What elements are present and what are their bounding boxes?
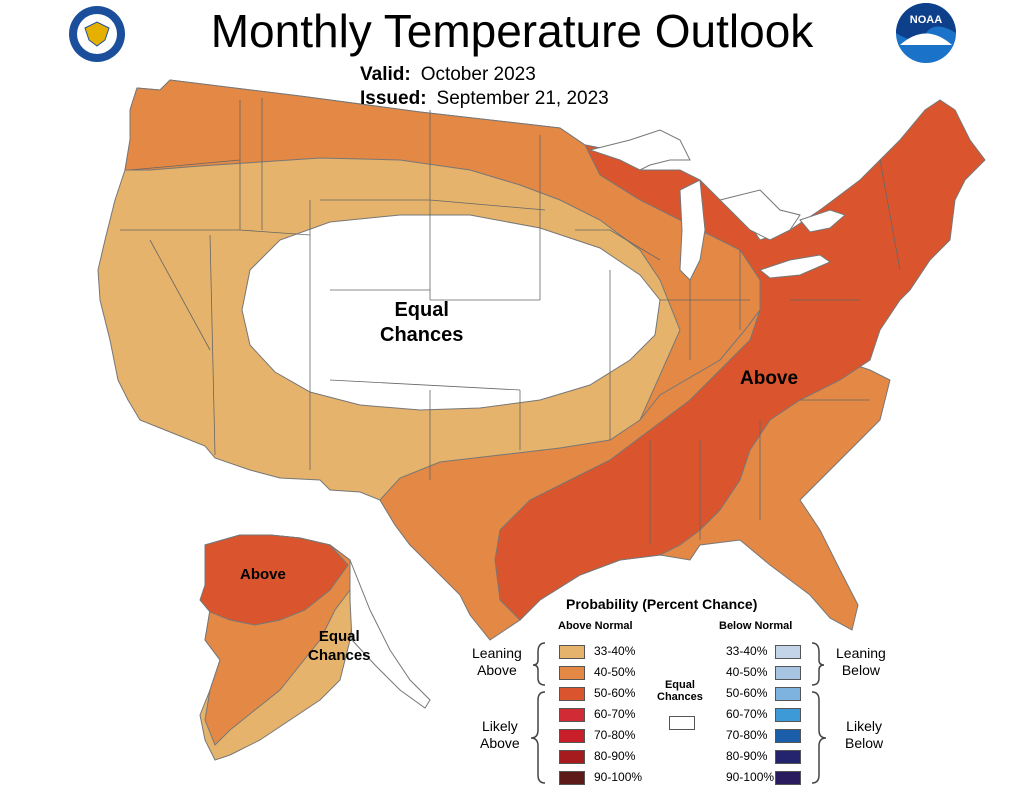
page-title: Monthly Temperature Outlook — [210, 5, 814, 57]
issued-value: September 21, 2023 — [436, 88, 609, 109]
legend-braces — [530, 642, 827, 784]
legend-below-range-2: 40-50% — [726, 665, 768, 679]
legend-below-swatch-6 — [775, 750, 801, 764]
noaa-logo-text: NOAA — [910, 14, 942, 26]
alaska-likely-above-region — [199, 534, 349, 626]
legend-above-range-2: 40-50% — [594, 665, 636, 679]
leaning-below-label: Leaning Below — [836, 645, 886, 678]
legend-below-swatch-5 — [775, 729, 801, 743]
legend-below-range-5: 70-80% — [726, 728, 768, 742]
legend-above-range-3: 50-60% — [594, 686, 636, 700]
legend-below-range-1: 33-40% — [726, 644, 768, 658]
alaska-panhandle — [349, 559, 431, 709]
legend-above-swatch-6 — [559, 750, 585, 764]
legend-above-swatch-3 — [559, 687, 585, 701]
legend-below-swatch-3 — [775, 687, 801, 701]
conus-equal-chances-label: Equal Chances — [380, 299, 464, 346]
great-lakes — [588, 129, 846, 281]
legend-above-header: Above Normal — [558, 620, 633, 632]
legend-above-range-7: 90-100% — [594, 770, 643, 784]
legend-below-swatch-1 — [775, 645, 801, 659]
noaa-logo-icon: NOAA — [896, 3, 956, 63]
legend-below-range-3: 50-60% — [726, 686, 768, 700]
legend-below-range-4: 60-70% — [726, 707, 768, 721]
legend-above-range-6: 80-90% — [594, 749, 636, 763]
legend-above-swatch-1 — [559, 645, 585, 659]
legend-equal-label: Equal Chances — [657, 679, 703, 703]
legend-equal-swatch — [669, 716, 695, 730]
state-boundaries — [120, 98, 901, 545]
legend-below-header: Below Normal — [719, 620, 793, 632]
valid-value: October 2023 — [420, 64, 536, 85]
alaska-above-label: Above — [240, 566, 286, 583]
doc-seal-icon — [69, 6, 125, 62]
legend-above-range-5: 70-80% — [594, 728, 636, 742]
legend-below-swatch-2 — [775, 666, 801, 680]
valid-line: Valid: October 2023 — [360, 64, 536, 86]
legend-above-range-1: 33-40% — [594, 644, 636, 658]
legend-below-range-6: 80-90% — [726, 749, 768, 763]
legend-title: Probability (Percent Chance) — [566, 596, 758, 612]
legend-below-swatch-4 — [775, 708, 801, 722]
leaning-above-label: Leaning Above — [472, 645, 522, 678]
valid-label: Valid: — [360, 64, 411, 85]
legend-above-swatch-7 — [559, 771, 585, 785]
alaska-equal-chances-label: Equal Chances — [308, 628, 371, 664]
legend-below-range-7: 90-100% — [726, 770, 775, 784]
legend-above-swatch-2 — [559, 666, 585, 680]
issued-label: Issued: — [360, 88, 427, 109]
conus-above-label: Above — [740, 368, 799, 389]
legend-above-range-4: 60-70% — [594, 707, 636, 721]
issued-line: Issued: September 21, 2023 — [360, 88, 609, 110]
likely-below-label: Likely Below — [845, 718, 884, 751]
legend-above-swatch-4 — [559, 708, 585, 722]
conus-equal-chances-region — [241, 214, 661, 411]
conus-likely-above-region — [494, 99, 986, 621]
likely-above-label: Likely Above — [480, 718, 520, 751]
legend-below-swatch-7 — [775, 771, 801, 785]
legend-above-swatch-5 — [559, 729, 585, 743]
